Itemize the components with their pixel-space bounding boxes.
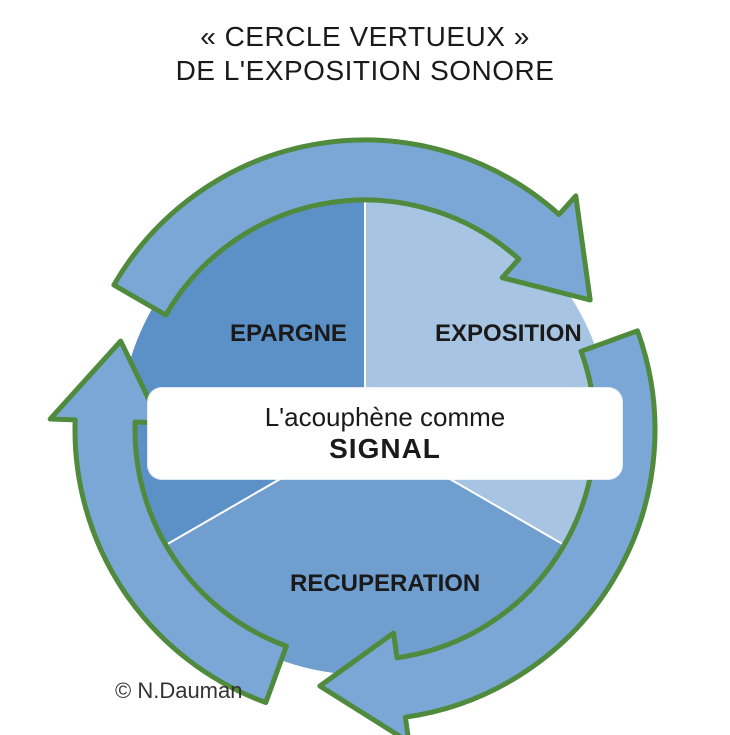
credit-text: © N.Dauman (115, 678, 242, 704)
label-epargne: EPARGNE (230, 320, 347, 348)
center-line-1: L'acouphène comme (168, 402, 602, 433)
diagram-svg (0, 0, 730, 735)
diagram-canvas: « CERCLE VERTUEUX » DE L'EXPOSITION SONO… (0, 0, 730, 735)
title-line-1: « CERCLE VERTUEUX » (0, 20, 730, 54)
label-exposition: EXPOSITION (435, 320, 582, 348)
label-recuperation: RECUPERATION (290, 570, 480, 598)
title-line-2: DE L'EXPOSITION SONORE (0, 54, 730, 88)
center-signal-box: L'acouphène comme SIGNAL (148, 388, 622, 479)
diagram-title: « CERCLE VERTUEUX » DE L'EXPOSITION SONO… (0, 20, 730, 87)
center-line-2: SIGNAL (168, 433, 602, 465)
